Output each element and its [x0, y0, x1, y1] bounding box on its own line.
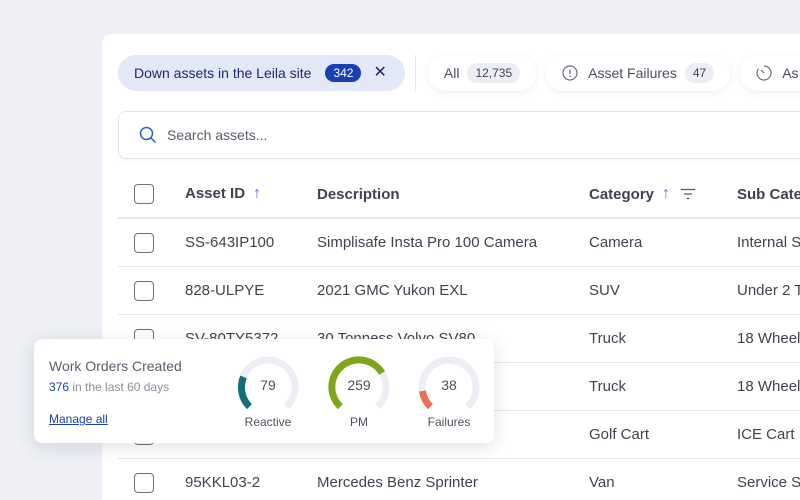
gauge-value: 79	[260, 377, 276, 393]
cell-category: Truck	[589, 330, 626, 347]
filter-chip-third[interactable]: As	[740, 55, 800, 91]
assets-table: Asset ID ↑ Description Category ↑ Sub Cate…	[118, 171, 800, 500]
filter-chip-asset-failures[interactable]: Asset Failures 47	[546, 55, 731, 91]
search-icon	[139, 126, 157, 144]
chip-label: All	[443, 65, 460, 81]
chip-label: As	[782, 65, 799, 81]
cell-sub-category: Service S	[737, 474, 800, 491]
column-header-description[interactable]: Description	[317, 185, 400, 203]
table-header: Asset ID ↑ Description Category ↑ Sub Cate	[118, 171, 800, 219]
cell-asset-id: SS-643IP100	[185, 234, 275, 251]
cell-sub-category: Under 2 T	[737, 282, 800, 299]
gauge-value: 259	[347, 377, 371, 393]
column-header-asset-id[interactable]: Asset ID ↑	[185, 185, 262, 202]
gauge-label: PM	[350, 415, 368, 429]
filter-bar: Down assets in the Leila site 342 ✕ All …	[118, 55, 800, 91]
cell-category: SUV	[589, 282, 620, 299]
cell-asset-id: 95KKL03-2	[185, 474, 261, 491]
cell-category: Van	[589, 474, 615, 491]
table-row[interactable]: 95KKL03-2 Mercedes Benz Sprinter Van Ser…	[118, 459, 800, 500]
row-checkbox[interactable]	[134, 280, 154, 301]
select-all-checkbox[interactable]	[134, 184, 154, 204]
cell-sub-category: Internal S	[737, 234, 800, 251]
cell-category: Camera	[589, 234, 643, 251]
cell-description: 2021 GMC Yukon EXL	[317, 282, 468, 299]
active-filter-count-badge: 342	[325, 64, 362, 82]
card-title: Work Orders Created	[49, 358, 182, 374]
gauge-ring	[418, 356, 480, 410]
filter-chip-all[interactable]: All 12,735	[427, 55, 537, 91]
cell-sub-category: ICE Cart	[737, 426, 795, 443]
timer-icon	[756, 65, 772, 81]
gauge-label: Failures	[427, 415, 471, 429]
close-icon[interactable]: ✕	[373, 64, 387, 81]
gauge-value: 38	[441, 377, 457, 393]
chip-count: 47	[684, 63, 715, 83]
gauge-pm: 259 PM	[326, 353, 392, 429]
manage-all-link[interactable]: Manage all	[49, 412, 108, 426]
search-input[interactable]	[167, 127, 667, 143]
cell-sub-category: 18 Wheel	[737, 378, 800, 395]
sort-ascending-icon[interactable]: ↑	[253, 185, 262, 202]
cell-category: Truck	[589, 378, 626, 395]
active-filter-label: Down assets in the Leila site	[134, 65, 312, 81]
alert-circle-icon	[562, 65, 578, 81]
row-checkbox[interactable]	[134, 232, 154, 253]
column-header-category[interactable]: Category ↑	[589, 185, 696, 203]
total-count: 376	[49, 380, 70, 394]
table-row[interactable]: 828-ULPYE 2021 GMC Yukon EXL SUV Under 2…	[118, 267, 800, 315]
cell-category: Golf Cart	[589, 426, 650, 443]
active-filter-chip[interactable]: Down assets in the Leila site 342 ✕	[118, 55, 405, 91]
row-checkbox[interactable]	[134, 472, 154, 493]
sort-ascending-icon[interactable]: ↑	[662, 185, 671, 202]
gauge-label: Reactive	[244, 415, 292, 429]
cell-asset-id: 828-ULPYE	[185, 282, 265, 299]
search-box[interactable]	[118, 111, 800, 159]
divider	[414, 55, 416, 91]
work-orders-card: Work Orders Created 376 in the last 60 d…	[34, 339, 494, 443]
table-row[interactable]: SS-643IP100 Simplisafe Insta Pro 100 Cam…	[118, 219, 800, 267]
cell-description: Mercedes Benz Sprinter	[317, 474, 478, 491]
filter-icon[interactable]	[680, 188, 696, 200]
chip-label: Asset Failures	[588, 65, 677, 81]
gauge-failures: 38 Failures	[416, 353, 482, 429]
gauge-ring	[328, 356, 390, 410]
column-header-sub-category[interactable]: Sub Cate	[737, 185, 800, 203]
gauge-reactive: 79 Reactive	[235, 353, 301, 429]
card-subtitle: 376 in the last 60 days	[49, 380, 170, 394]
cell-description: Simplisafe Insta Pro 100 Camera	[317, 234, 538, 251]
gauge-ring	[237, 356, 299, 410]
chip-count: 12,735	[467, 63, 521, 83]
cell-sub-category: 18 Wheel	[737, 330, 800, 347]
